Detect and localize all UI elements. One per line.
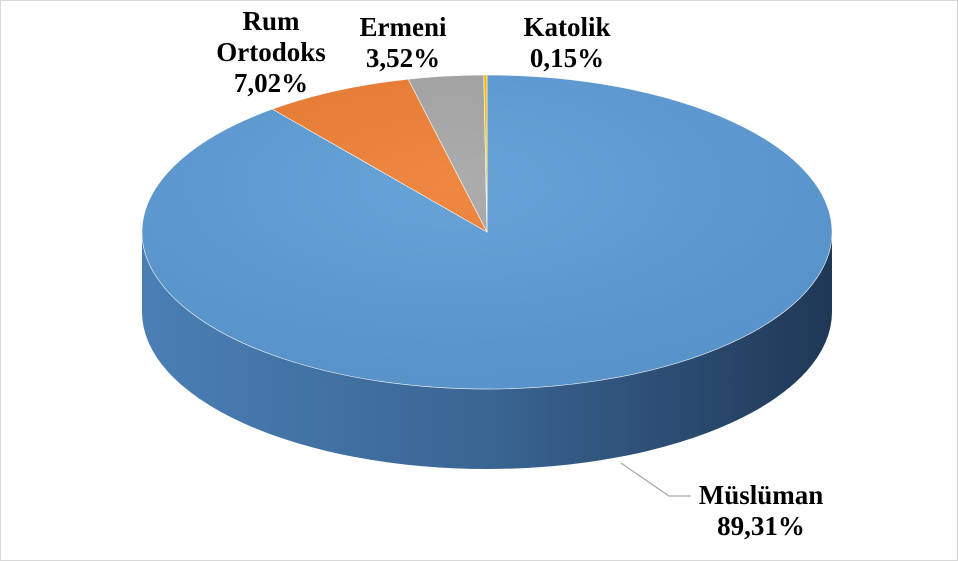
pie-side-wall	[142, 232, 832, 469]
slice-percent-text: 7,02%	[234, 68, 308, 98]
slice-percent-text: 89,31%	[717, 511, 805, 541]
slice-category-text: Katolik	[523, 12, 610, 42]
slice-category-text: Müslüman	[699, 480, 824, 510]
label-leader-line	[620, 462, 691, 497]
label-rum-ortodoks: Rum Ortodoks 7,02%	[216, 6, 326, 98]
slice-category-text: Ermeni	[360, 12, 447, 42]
slice-percent-text: 0,15%	[530, 43, 604, 73]
slice-category-text: Rum	[242, 6, 300, 36]
label-ermeni: Ermeni 3,52%	[360, 12, 447, 73]
label-muslim: Müslüman 89,31%	[699, 480, 824, 541]
slice-category-text: Ortodoks	[216, 37, 326, 67]
slice-percent-text: 3,52%	[366, 43, 440, 73]
label-katolik: Katolik 0,15%	[523, 12, 610, 73]
